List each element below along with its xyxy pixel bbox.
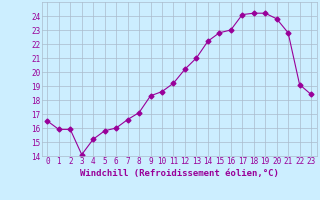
X-axis label: Windchill (Refroidissement éolien,°C): Windchill (Refroidissement éolien,°C) xyxy=(80,169,279,178)
